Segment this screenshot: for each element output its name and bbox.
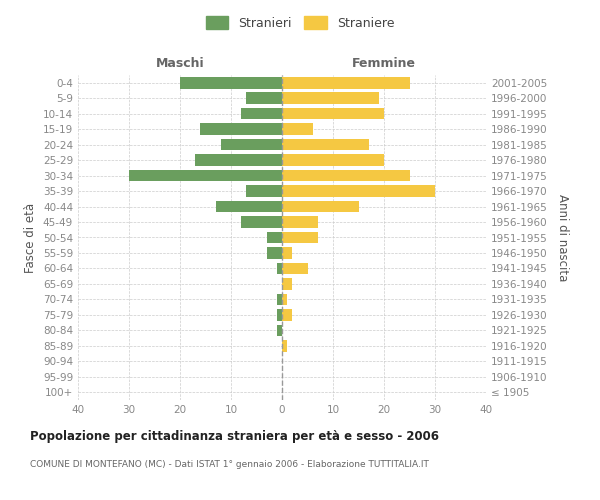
Bar [282, 232, 318, 243]
Y-axis label: Anni di nascita: Anni di nascita [556, 194, 569, 281]
Bar [282, 139, 369, 150]
Y-axis label: Fasce di età: Fasce di età [25, 202, 37, 272]
Bar [129, 170, 282, 181]
Bar [196, 154, 282, 166]
Bar [282, 108, 384, 120]
Text: COMUNE DI MONTEFANO (MC) - Dati ISTAT 1° gennaio 2006 - Elaborazione TUTTITALIA.: COMUNE DI MONTEFANO (MC) - Dati ISTAT 1°… [30, 460, 429, 469]
Bar [282, 154, 384, 166]
Bar [282, 294, 287, 305]
Bar [282, 247, 292, 259]
Text: Femmine: Femmine [352, 57, 416, 70]
Bar [267, 247, 282, 259]
Bar [277, 324, 282, 336]
Bar [277, 309, 282, 320]
Bar [277, 294, 282, 305]
Bar [282, 186, 435, 197]
Bar [247, 92, 282, 104]
Bar [282, 278, 292, 289]
Bar [282, 170, 410, 181]
Bar [282, 77, 410, 88]
Bar [247, 186, 282, 197]
Bar [200, 124, 282, 135]
Bar [282, 262, 308, 274]
Bar [282, 216, 318, 228]
Bar [282, 340, 287, 351]
Bar [241, 216, 282, 228]
Bar [282, 200, 359, 212]
Bar [282, 92, 379, 104]
Bar [216, 200, 282, 212]
Bar [282, 124, 313, 135]
Bar [241, 108, 282, 120]
Text: Popolazione per cittadinanza straniera per età e sesso - 2006: Popolazione per cittadinanza straniera p… [30, 430, 439, 443]
Bar [282, 309, 292, 320]
Bar [277, 262, 282, 274]
Bar [267, 232, 282, 243]
Text: Maschi: Maschi [155, 57, 205, 70]
Legend: Stranieri, Straniere: Stranieri, Straniere [201, 11, 399, 35]
Bar [180, 77, 282, 88]
Bar [221, 139, 282, 150]
